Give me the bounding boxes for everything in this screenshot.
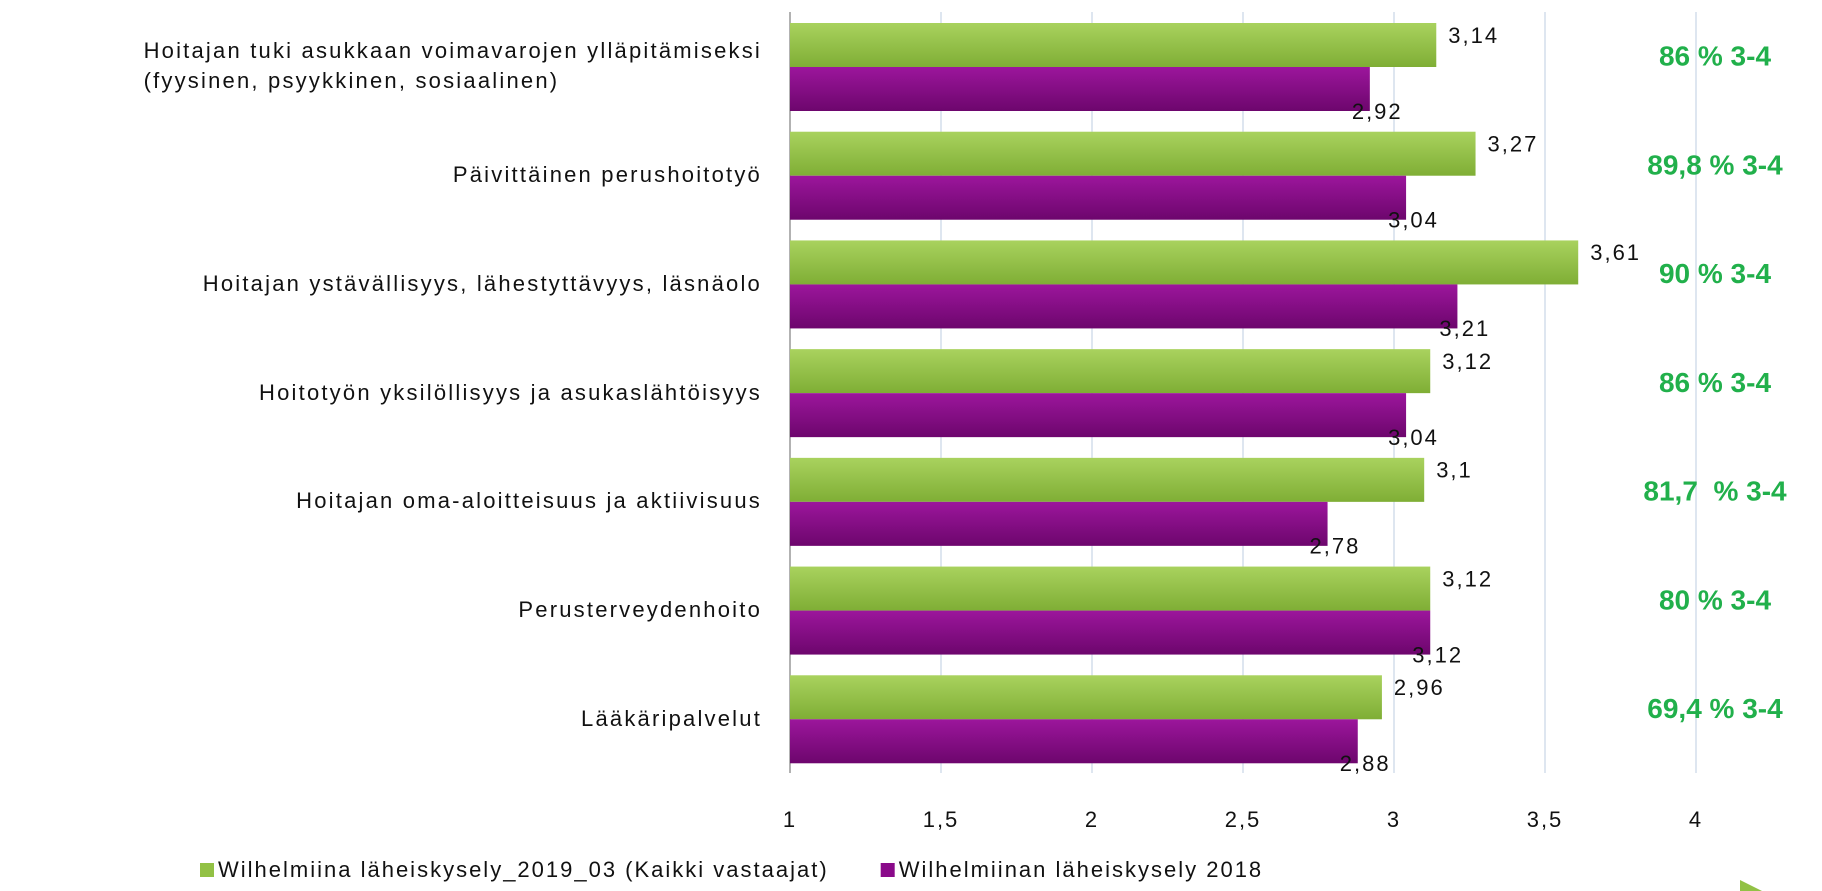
- y-tick-label: Perusterveydenhoito: [518, 596, 762, 622]
- data-label: 2,78: [1310, 534, 1361, 559]
- data-label: 3,12: [1442, 566, 1493, 591]
- bar: [790, 675, 1382, 720]
- legend-label: Wilhelmiina läheiskysely_2019_03 (Kaikki…: [218, 857, 829, 882]
- annotation: 90 % 3-4: [1659, 258, 1771, 289]
- data-label: 2,88: [1340, 751, 1391, 776]
- bar: [790, 131, 1476, 176]
- x-tick-label: 4: [1689, 807, 1703, 832]
- bar: [790, 719, 1358, 764]
- y-tick-label: Hoitajan ystävällisyys, lähestyttävyys, …: [202, 270, 762, 296]
- bar: [790, 457, 1425, 502]
- y-tick-label: Hoitajan oma-aloitteisuus ja aktiivisuus: [296, 488, 762, 514]
- bar: [790, 349, 1431, 394]
- annotation: 69,4 % 3-4: [1647, 693, 1783, 724]
- legend-label: Wilhelmiinan läheiskysely 2018: [899, 857, 1263, 882]
- bar: [790, 393, 1407, 438]
- y-tick-label: Päivittäinen perushoitotyö: [452, 162, 762, 188]
- bar: [790, 67, 1370, 111]
- bar: [790, 175, 1407, 220]
- annotation: 86 % 3-4: [1659, 367, 1771, 398]
- legend-swatch: [200, 863, 214, 877]
- x-tick-label: 1: [783, 807, 797, 832]
- x-tick-label: 2: [1085, 807, 1099, 832]
- y-tick-label: Hoitotyön yksilöllisyys ja asukaslähtöis…: [259, 379, 762, 405]
- data-label: 2,96: [1394, 675, 1445, 700]
- bar: [790, 566, 1431, 611]
- y-tick-label: Hoitajan tuki asukkaan voimavarojen yllä…: [143, 38, 762, 94]
- bar: [790, 23, 1437, 67]
- data-label: 3,12: [1442, 349, 1493, 374]
- data-label: 3,61: [1590, 240, 1641, 265]
- bar: [790, 284, 1458, 329]
- x-tick-label: 1,5: [923, 807, 960, 832]
- bar: [790, 610, 1431, 655]
- annotation: 89,8 % 3-4: [1647, 149, 1783, 180]
- data-label: 3,21: [1439, 316, 1490, 341]
- annotation: 86 % 3-4: [1659, 41, 1771, 72]
- y-tick-label: Lääkäripalvelut: [581, 705, 762, 731]
- decoration: [1740, 880, 1762, 891]
- x-tick-label: 3,5: [1527, 807, 1564, 832]
- bar: [790, 501, 1328, 546]
- data-label: 3,04: [1388, 425, 1439, 450]
- bar: [790, 240, 1579, 285]
- data-label: 3,04: [1388, 208, 1439, 233]
- x-tick-label: 3: [1387, 807, 1401, 832]
- legend-swatch: [880, 863, 895, 877]
- data-label: 3,14: [1448, 23, 1499, 48]
- x-tick-label: 2,5: [1225, 807, 1262, 832]
- data-label: 3,1: [1436, 458, 1473, 483]
- annotation: 81,7 % 3-4: [1643, 476, 1787, 507]
- annotation: 80 % 3-4: [1659, 584, 1771, 615]
- data-label: 3,27: [1488, 132, 1539, 157]
- data-label: 3,12: [1412, 642, 1463, 667]
- data-label: 2,92: [1352, 99, 1403, 124]
